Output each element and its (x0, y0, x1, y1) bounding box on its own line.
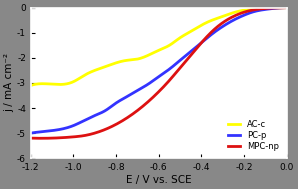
AC-c (261, 7, 265, 9)
X-axis label: E / V vs. SCE: E / V vs. SCE (126, 175, 192, 185)
AC-c (285, 7, 288, 9)
PC-p (181, 57, 185, 59)
MPC-np (262, 7, 265, 10)
AC-c (181, 35, 184, 37)
Line: PC-p: PC-p (31, 8, 287, 133)
PC-p (186, 53, 189, 55)
AC-c (181, 35, 185, 37)
PC-p (285, 7, 288, 9)
PC-p (29, 132, 32, 134)
Line: AC-c: AC-c (31, 8, 287, 85)
MPC-np (182, 62, 186, 64)
Legend: AC-c, PC-p, MPC-np: AC-c, PC-p, MPC-np (225, 117, 283, 154)
PC-p (245, 13, 248, 15)
MPC-np (29, 137, 32, 139)
MPC-np (187, 57, 190, 59)
MPC-np (39, 137, 43, 139)
Y-axis label: j / mA cm⁻²: j / mA cm⁻² (4, 53, 14, 112)
AC-c (30, 84, 33, 86)
MPC-np (30, 137, 33, 139)
PC-p (261, 9, 265, 11)
AC-c (245, 9, 248, 11)
MPC-np (285, 7, 288, 9)
AC-c (29, 84, 32, 87)
Line: MPC-np: MPC-np (31, 8, 287, 138)
MPC-np (181, 63, 185, 65)
AC-c (186, 32, 189, 35)
PC-p (30, 132, 33, 134)
PC-p (181, 57, 184, 60)
MPC-np (246, 10, 249, 12)
